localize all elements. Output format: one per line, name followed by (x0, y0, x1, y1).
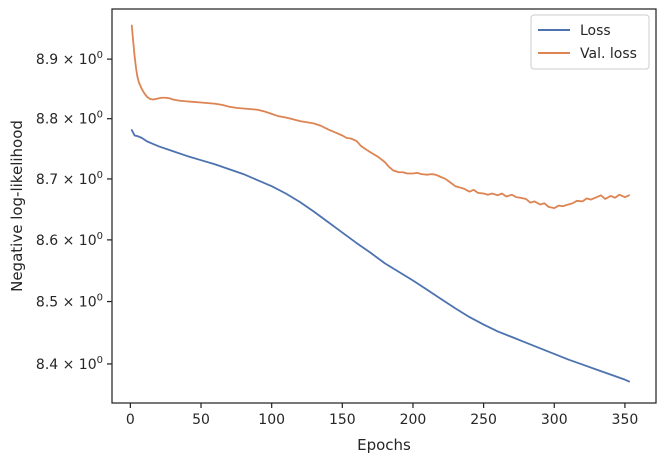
legend: Loss Val. loss (530, 14, 650, 70)
y-axis: 8.4 × 100 8.5 × 100 8.6 × 100 8.7 × 100 8.8 … (36, 50, 112, 373)
plot-frame (111, 8, 657, 404)
legend-label-val-loss: Val. loss (580, 46, 637, 62)
y-tick-label: 8.6 × 100 (36, 231, 103, 249)
legend-box (530, 14, 650, 70)
x-tick-label: 300 (541, 412, 568, 428)
x-tick-label: 350 (612, 412, 639, 428)
y-tick-label: 8.5 × 100 (36, 293, 103, 311)
y-tick-label: 8.4 × 100 (36, 355, 103, 373)
x-axis: 0 50 100 150 200 250 300 350 (126, 403, 638, 428)
y-tick-label: 8.9 × 100 (36, 50, 103, 68)
y-tick-label: 8.8 × 100 (36, 110, 103, 128)
x-tick-label: 200 (400, 412, 427, 428)
x-axis-label: Epochs (357, 436, 411, 454)
plot-area (130, 24, 631, 383)
series-line-val-loss (130, 24, 631, 210)
x-tick-label: 50 (192, 412, 210, 428)
legend-label-loss: Loss (580, 23, 611, 39)
x-tick-label: 100 (258, 412, 285, 428)
series-line-loss (130, 129, 631, 383)
y-tick-label: 8.7 × 100 (36, 170, 103, 188)
y-axis-label: Negative log-likelihood (8, 120, 26, 292)
x-tick-label: 250 (470, 412, 497, 428)
x-tick-label: 150 (329, 412, 356, 428)
x-tick-label: 0 (126, 412, 135, 428)
